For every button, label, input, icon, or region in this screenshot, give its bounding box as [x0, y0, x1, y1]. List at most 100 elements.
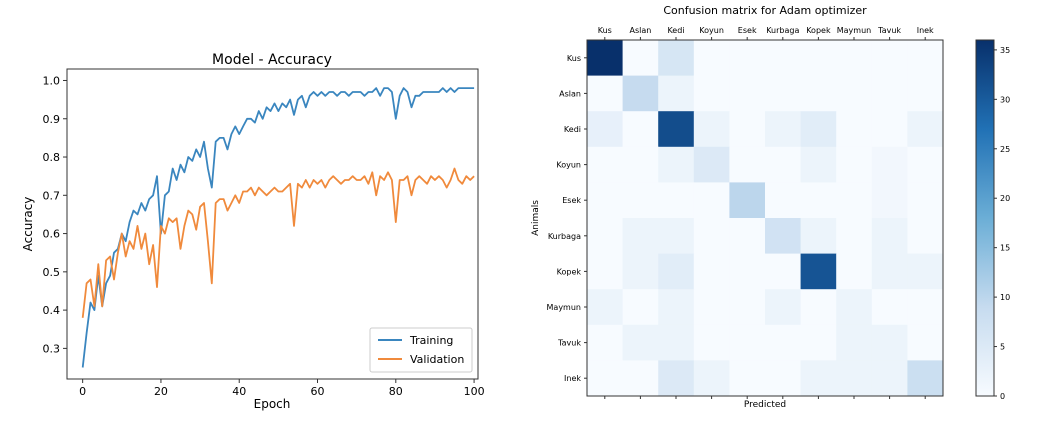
confusion-matrix-frame — [586, 39, 944, 397]
colorbar-tick-label: 30 — [1000, 95, 1010, 104]
cell-kurbaga-tavuk — [871, 218, 908, 255]
cell-maymun-kopek — [800, 289, 837, 326]
cell-kurbaga-koyun — [693, 218, 730, 255]
cell-inek-tavuk — [871, 360, 908, 397]
y-tick-label: Esek — [562, 196, 581, 205]
cell-inek-inek — [907, 360, 944, 397]
cell-kedi-esek — [729, 111, 766, 148]
y-tick-label: Inek — [564, 374, 581, 383]
cell-kedi-aslan — [622, 111, 659, 148]
cell-aslan-kus — [587, 75, 624, 112]
cell-maymun-tavuk — [871, 289, 908, 326]
cell-kedi-inek — [907, 111, 944, 148]
colorbar-tick-label: 0 — [1000, 392, 1005, 401]
cell-inek-kopek — [800, 360, 837, 397]
confusion-matrix-y-axis-label: Animals — [531, 200, 541, 236]
accuracy-x-axis-label: Epoch — [254, 397, 291, 411]
cell-kus-tavuk — [871, 40, 908, 77]
cell-kedi-kurbaga — [765, 111, 802, 148]
cell-kurbaga-kopek — [800, 218, 837, 255]
cell-inek-esek — [729, 360, 766, 397]
cell-maymun-kurbaga — [765, 289, 802, 326]
cell-esek-aslan — [622, 182, 659, 219]
x-tick-label: Tavuk — [877, 26, 901, 35]
cell-kopek-kopek — [800, 253, 837, 290]
series-line-validation — [81, 167, 475, 318]
x-tick-label: 100 — [464, 385, 485, 398]
cell-kopek-esek — [729, 253, 766, 290]
cell-kedi-tavuk — [871, 111, 908, 148]
cell-aslan-kurbaga — [765, 75, 802, 112]
y-tick-label: Kurbaga — [548, 232, 581, 241]
cell-kedi-maymun — [836, 111, 873, 148]
cell-kus-koyun — [693, 40, 730, 77]
cell-tavuk-aslan — [622, 324, 659, 361]
cell-esek-koyun — [693, 182, 730, 219]
cell-kedi-kopek — [800, 111, 837, 148]
cell-kus-esek — [729, 40, 766, 77]
x-tick-label: 60 — [311, 385, 325, 398]
cell-maymun-esek — [729, 289, 766, 326]
y-tick-label: 0.7 — [43, 189, 61, 202]
cell-inek-kus — [587, 360, 624, 397]
x-tick-label: Esek — [738, 26, 757, 35]
cell-maymun-kus — [587, 289, 624, 326]
colorbar-tick-label: 20 — [1000, 194, 1010, 203]
cell-koyun-tavuk — [871, 146, 908, 183]
cell-aslan-esek — [729, 75, 766, 112]
cell-kus-kus — [587, 40, 624, 77]
cell-kurbaga-kurbaga — [765, 218, 802, 255]
series-line-training — [81, 87, 475, 368]
y-tick-label: 0.9 — [43, 113, 61, 126]
cell-esek-inek — [907, 182, 944, 219]
accuracy-chart: Model - Accuracy 0 20 40 60 80 100 0.3 0.4 0.5 0.… — [21, 52, 485, 411]
cell-tavuk-kus — [587, 324, 624, 361]
cell-inek-aslan — [622, 360, 659, 397]
accuracy-series — [81, 87, 475, 368]
cell-aslan-kedi — [658, 75, 695, 112]
colorbar-ticks: 0 5 10 15 20 25 30 35 — [994, 46, 1010, 401]
cell-aslan-inek — [907, 75, 944, 112]
y-tick-label: Koyun — [556, 161, 581, 170]
cell-koyun-esek — [729, 146, 766, 183]
y-tick-label: 0.5 — [43, 266, 61, 279]
cell-koyun-kopek — [800, 146, 837, 183]
cell-inek-maymun — [836, 360, 873, 397]
cell-kus-maymun — [836, 40, 873, 77]
cell-kopek-maymun — [836, 253, 873, 290]
colorbar-tick-label: 5 — [1000, 343, 1005, 352]
cell-maymun-koyun — [693, 289, 730, 326]
y-tick-label: Kus — [567, 54, 581, 63]
cell-kus-inek — [907, 40, 944, 77]
accuracy-y-axis-label: Accuracy — [21, 197, 35, 252]
cell-maymun-aslan — [622, 289, 659, 326]
colorbar-tick-label: 10 — [1000, 293, 1010, 302]
cell-kedi-kedi — [658, 111, 695, 148]
cell-koyun-maymun — [836, 146, 873, 183]
x-tick-label: Maymun — [837, 26, 871, 35]
cell-kurbaga-kus — [587, 218, 624, 255]
y-tick-label: Aslan — [559, 89, 581, 98]
confusion-matrix-labels: Kus Aslan Kedi Koyun Esek Kurbaga Kopek Maymun T… — [547, 26, 934, 399]
cell-kus-kedi — [658, 40, 695, 77]
cell-esek-tavuk — [871, 182, 908, 219]
confusion-matrix-cells — [587, 40, 944, 397]
cell-inek-kedi — [658, 360, 695, 397]
cell-inek-kurbaga — [765, 360, 802, 397]
y-tick-label: 1.0 — [43, 74, 61, 87]
cell-tavuk-inek — [907, 324, 944, 361]
cell-kopek-tavuk — [871, 253, 908, 290]
cell-koyun-inek — [907, 146, 944, 183]
x-tick-label: Kurbaga — [766, 26, 799, 35]
cell-kurbaga-inek — [907, 218, 944, 255]
x-tick-label: 80 — [389, 385, 403, 398]
legend-validation-label: Validation — [410, 353, 464, 366]
cell-kurbaga-esek — [729, 218, 766, 255]
cell-esek-maymun — [836, 182, 873, 219]
colorbar: 0 5 10 15 20 25 30 35 — [975, 39, 1010, 401]
accuracy-chart-title: Model - Accuracy — [212, 52, 332, 68]
colorbar-tick-label: 35 — [1000, 46, 1010, 55]
cell-esek-esek — [729, 182, 766, 219]
cell-inek-koyun — [693, 360, 730, 397]
x-tick-label: 0 — [79, 385, 86, 398]
